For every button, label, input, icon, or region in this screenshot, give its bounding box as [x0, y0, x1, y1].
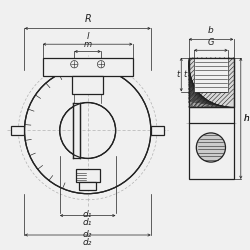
Text: d₂: d₂: [83, 230, 92, 239]
Text: l: l: [86, 32, 89, 40]
Text: G: G: [208, 38, 214, 47]
Bar: [194, 58, 228, 92]
Bar: [73, 102, 80, 158]
Text: b: b: [208, 26, 214, 36]
Bar: [188, 108, 234, 179]
Bar: [72, 76, 104, 94]
Text: d₂: d₂: [83, 238, 92, 247]
Text: R: R: [84, 14, 91, 24]
Text: m: m: [84, 40, 92, 48]
Text: t: t: [176, 70, 179, 79]
Circle shape: [24, 67, 151, 194]
Circle shape: [196, 133, 226, 162]
Bar: [43, 58, 133, 76]
Text: h: h: [243, 114, 249, 123]
Bar: [151, 126, 164, 135]
Bar: [11, 126, 24, 135]
Circle shape: [71, 60, 78, 68]
Text: t: t: [184, 70, 187, 79]
Text: d₁: d₁: [83, 210, 92, 219]
Circle shape: [98, 60, 105, 68]
Bar: [188, 58, 234, 108]
Bar: [76, 170, 100, 181]
Bar: [79, 182, 96, 190]
Text: d₁: d₁: [83, 218, 92, 228]
Bar: [188, 58, 234, 108]
Text: h: h: [243, 114, 249, 123]
